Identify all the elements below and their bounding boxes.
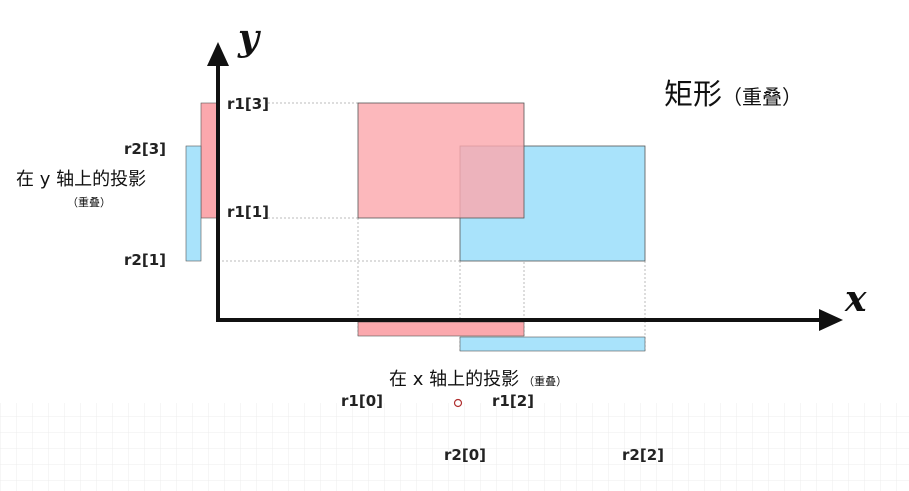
y-axis-arrow-icon [207, 42, 229, 66]
label-r1-0: r1[0] [341, 392, 383, 410]
label-r1-2: r1[2] [492, 392, 534, 410]
label-r2-2: r2[2] [622, 446, 664, 464]
label-r2-1: r2[1] [124, 251, 166, 269]
x-axis-arrow-icon [819, 309, 843, 331]
grid-background [0, 403, 909, 491]
r2-y-projection [185, 145, 202, 262]
r1-x-projection [357, 321, 525, 337]
label-r2-3: r2[3] [124, 140, 166, 158]
axes [207, 42, 843, 331]
label-r1-1: r1[1] [227, 203, 269, 221]
rect-r1 [357, 102, 525, 219]
diagram-title: 矩形（重叠） [664, 77, 802, 111]
label-r2-0: r2[0] [444, 446, 486, 464]
cursor-ring-icon [453, 398, 463, 408]
y-axis-label: y [237, 17, 261, 59]
label-r1-3: r1[3] [227, 95, 269, 113]
y-projection-caption: 在 y 轴上的投影 [16, 169, 146, 190]
r1-y-projection [200, 102, 219, 219]
y-projection-note: （重叠） [67, 195, 111, 209]
guide-lines [218, 102, 646, 351]
x-axis-label: x [844, 278, 867, 320]
r2-x-projection [459, 336, 646, 352]
x-projection-caption: 在 x 轴上的投影 （重叠） [389, 369, 567, 390]
